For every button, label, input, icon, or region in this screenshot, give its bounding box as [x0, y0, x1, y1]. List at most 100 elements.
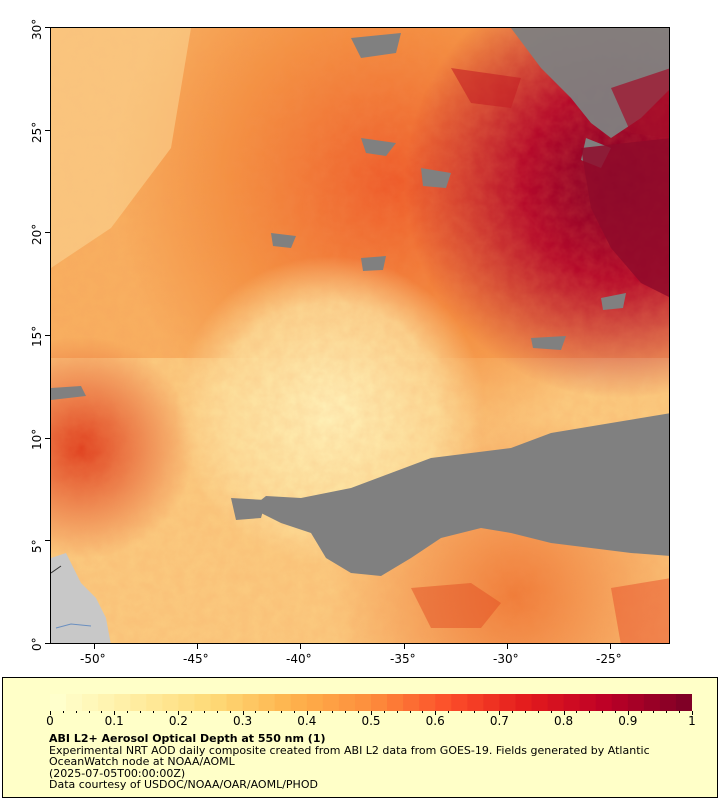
- colorbar-segment: [643, 694, 661, 711]
- colorbar-segment: [483, 694, 500, 711]
- x-tick-label: -35°: [390, 652, 416, 666]
- colorbar-tick: [640, 711, 642, 713]
- colorbar-tick: [358, 711, 360, 713]
- no-data-region: [251, 413, 669, 576]
- legend-text: ABI L2+ Aerosol Optical Depth at 550 nm …: [49, 733, 709, 791]
- colorbar-tick-label: 0.5: [361, 714, 381, 728]
- colorbar-tick: [602, 711, 604, 713]
- colorbar-tick: [422, 711, 424, 713]
- colorbar-tick-label: 0.7: [489, 714, 509, 728]
- colorbar-segment: [451, 694, 468, 711]
- colorbar-tick: [537, 711, 539, 713]
- colorbar-tick: [679, 711, 681, 713]
- colorbar-tick: [653, 711, 655, 713]
- colorbar-tick: [512, 711, 514, 713]
- legend-panel: 0 0.1 0.2 0.3 0.4 0.5 0.6 0.7 0.8 0.9 1 ABI L2+ Ae…: [2, 677, 718, 798]
- colorbar-segment: [371, 694, 388, 711]
- colorbar-tick: [435, 711, 437, 715]
- legend-title: ABI L2+ Aerosol Optical Depth at 550 nm …: [49, 732, 326, 745]
- colorbar-tick: [345, 711, 347, 713]
- colorbar-segment: [130, 694, 147, 711]
- colorbar-tick: [576, 711, 578, 713]
- colorbar-tick: [268, 711, 270, 713]
- colorbar-tick: [88, 711, 90, 713]
- colorbar-tick-label: 1: [688, 714, 696, 728]
- colorbar-tick: [127, 711, 129, 713]
- colorbar-segment: [403, 694, 420, 711]
- colorbar-segment: [467, 694, 484, 711]
- colorbar-segment: [338, 694, 356, 711]
- colorbar-segment: [531, 694, 549, 711]
- colorbar-tick: [319, 711, 321, 713]
- colorbar-tick: [139, 711, 141, 713]
- colorbar-tick: [165, 711, 167, 713]
- x-tick-label: -50°: [80, 652, 106, 666]
- y-tick-label: 30°: [30, 18, 44, 40]
- colorbar-segment: [627, 694, 645, 711]
- colorbar-tick: [409, 711, 411, 713]
- colorbar-tick: [614, 711, 616, 713]
- colorbar-tick: [473, 711, 475, 713]
- aod-map-image: [51, 28, 669, 643]
- colorbar-tick: [563, 711, 565, 715]
- legend-credit: Data courtesy of USDOC/NOAA/OAR/AOML/PHO…: [49, 778, 318, 791]
- colorbar-segment: [290, 694, 308, 711]
- colorbar-segment: [162, 694, 179, 711]
- colorbar-segment: [387, 694, 404, 711]
- colorbar-tick: [550, 711, 552, 713]
- colorbar-tick: [191, 711, 193, 713]
- y-tick-label: 25°: [30, 121, 44, 143]
- colorbar-tick: [281, 711, 283, 713]
- colorbar-tick: [101, 711, 103, 713]
- colorbar-segment: [82, 694, 99, 711]
- colorbar-tick: [293, 711, 295, 713]
- colorbar: [50, 694, 692, 711]
- colorbar-tick: [204, 711, 206, 713]
- colorbar-segment: [306, 694, 324, 711]
- y-tick-label: 20°: [30, 223, 44, 245]
- colorbar-tick: [525, 711, 527, 713]
- colorbar-segment: [419, 694, 436, 711]
- colorbar-tick: [460, 711, 462, 713]
- colorbar-segment: [50, 694, 67, 711]
- colorbar-tick-label: 0.2: [168, 714, 188, 728]
- colorbar-segment: [226, 694, 244, 711]
- colorbar-tick-label: 0.6: [425, 714, 445, 728]
- colorbar-tick: [383, 711, 385, 713]
- legend-description: Experimental NRT AOD daily composite cre…: [49, 743, 650, 768]
- colorbar-segment: [499, 694, 516, 711]
- colorbar-tick: [396, 711, 398, 713]
- colorbar-segment: [210, 694, 228, 711]
- colorbar-tick: [371, 711, 372, 715]
- legend-date: (2025-07-05T00:00:00Z): [49, 766, 186, 780]
- colorbar-tick: [666, 711, 668, 713]
- colorbar-tick: [255, 711, 257, 713]
- colorbar-segment: [659, 694, 677, 711]
- colorbar-tick: [152, 711, 154, 713]
- colorbar-tick: [114, 711, 116, 715]
- colorbar-tick-label: 0.8: [554, 714, 574, 728]
- y-tick-label: 0°: [30, 637, 44, 651]
- colorbar-tick: [306, 711, 308, 715]
- colorbar-tick: [178, 711, 180, 715]
- colorbar-segment: [258, 694, 276, 711]
- colorbar-segment: [194, 694, 211, 711]
- y-tick-label: 10°: [30, 428, 44, 450]
- colorbar-segment: [611, 694, 629, 711]
- y-tick-label: 5°: [30, 539, 44, 553]
- colorbar-segment: [354, 694, 372, 711]
- colorbar-segment: [98, 694, 115, 711]
- colorbar-segment: [547, 694, 565, 711]
- y-tick-label: 15°: [30, 325, 44, 347]
- colorbar-tick: [448, 711, 450, 713]
- x-tick-label: -30°: [493, 652, 519, 666]
- colorbar-tick-label: 0.3: [233, 714, 253, 728]
- colorbar-tick: [589, 711, 591, 713]
- colorbar-tick: [692, 711, 693, 715]
- x-tick-label: -40°: [286, 652, 312, 666]
- colorbar-tick-label: 0.1: [104, 714, 124, 728]
- colorbar-tick: [216, 711, 218, 713]
- colorbar-tick: [50, 711, 51, 715]
- colorbar-segment: [114, 694, 131, 711]
- colorbar-segment: [563, 694, 581, 711]
